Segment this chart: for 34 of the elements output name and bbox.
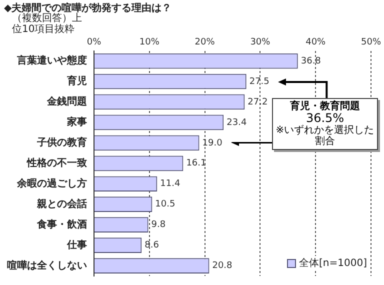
data-label: 8.6 <box>144 240 160 251</box>
legend-label: 全体[n=1000] <box>287 256 367 270</box>
chart-title: ◆夫婦間での喧嘩が勃発する理由は？ <box>4 1 172 14</box>
y-tick-label: 親との会話 <box>36 198 87 210</box>
annotation: 36.5% <box>305 110 346 125</box>
y-tick-label: 育児 <box>66 75 87 88</box>
x-tick-label: 20% <box>194 38 216 48</box>
data-label: 9.8 <box>151 220 166 230</box>
y-tick-label: 食事・飲酒 <box>36 218 87 230</box>
y-tick-label: 言葉遣いや態度 <box>16 54 87 67</box>
y-tick-label: 仕事 <box>66 238 87 251</box>
data-label: 11.4 <box>160 179 180 190</box>
y-tick-label: 性格の不一致 <box>26 156 87 169</box>
data-label: 10.5 <box>155 200 176 210</box>
y-tick-label: 子供の教育 <box>36 136 87 149</box>
chart-subtitle: （複数回答）上位10項目抜粋 <box>12 13 82 35</box>
x-tick-label: 0% <box>86 38 102 48</box>
data-label: 27.5 <box>249 76 270 87</box>
data-label: 27.2 <box>248 97 268 108</box>
y-tick-label: 家事 <box>66 116 87 128</box>
y-tick-label: 金銭問題 <box>46 96 87 108</box>
y-tick-label: 喧嘩は全くしない <box>7 259 87 272</box>
data-label: 23.4 <box>226 118 247 128</box>
annotation: ※いずれかを選択した割合 <box>274 125 376 148</box>
x-tick-label: 30% <box>250 38 271 48</box>
x-tick-label: 50% <box>360 38 382 48</box>
data-label: 16.1 <box>186 158 206 169</box>
annotation: 育児・教育問題 <box>289 100 361 112</box>
data-label: 19.0 <box>202 138 223 148</box>
x-tick-label: 40% <box>306 38 326 48</box>
x-tick-label: 10% <box>139 38 160 48</box>
data-label: 20.8 <box>212 261 233 272</box>
data-label: 36.8 <box>300 56 322 66</box>
y-tick-label: 余暇の過ごし方 <box>16 177 87 190</box>
